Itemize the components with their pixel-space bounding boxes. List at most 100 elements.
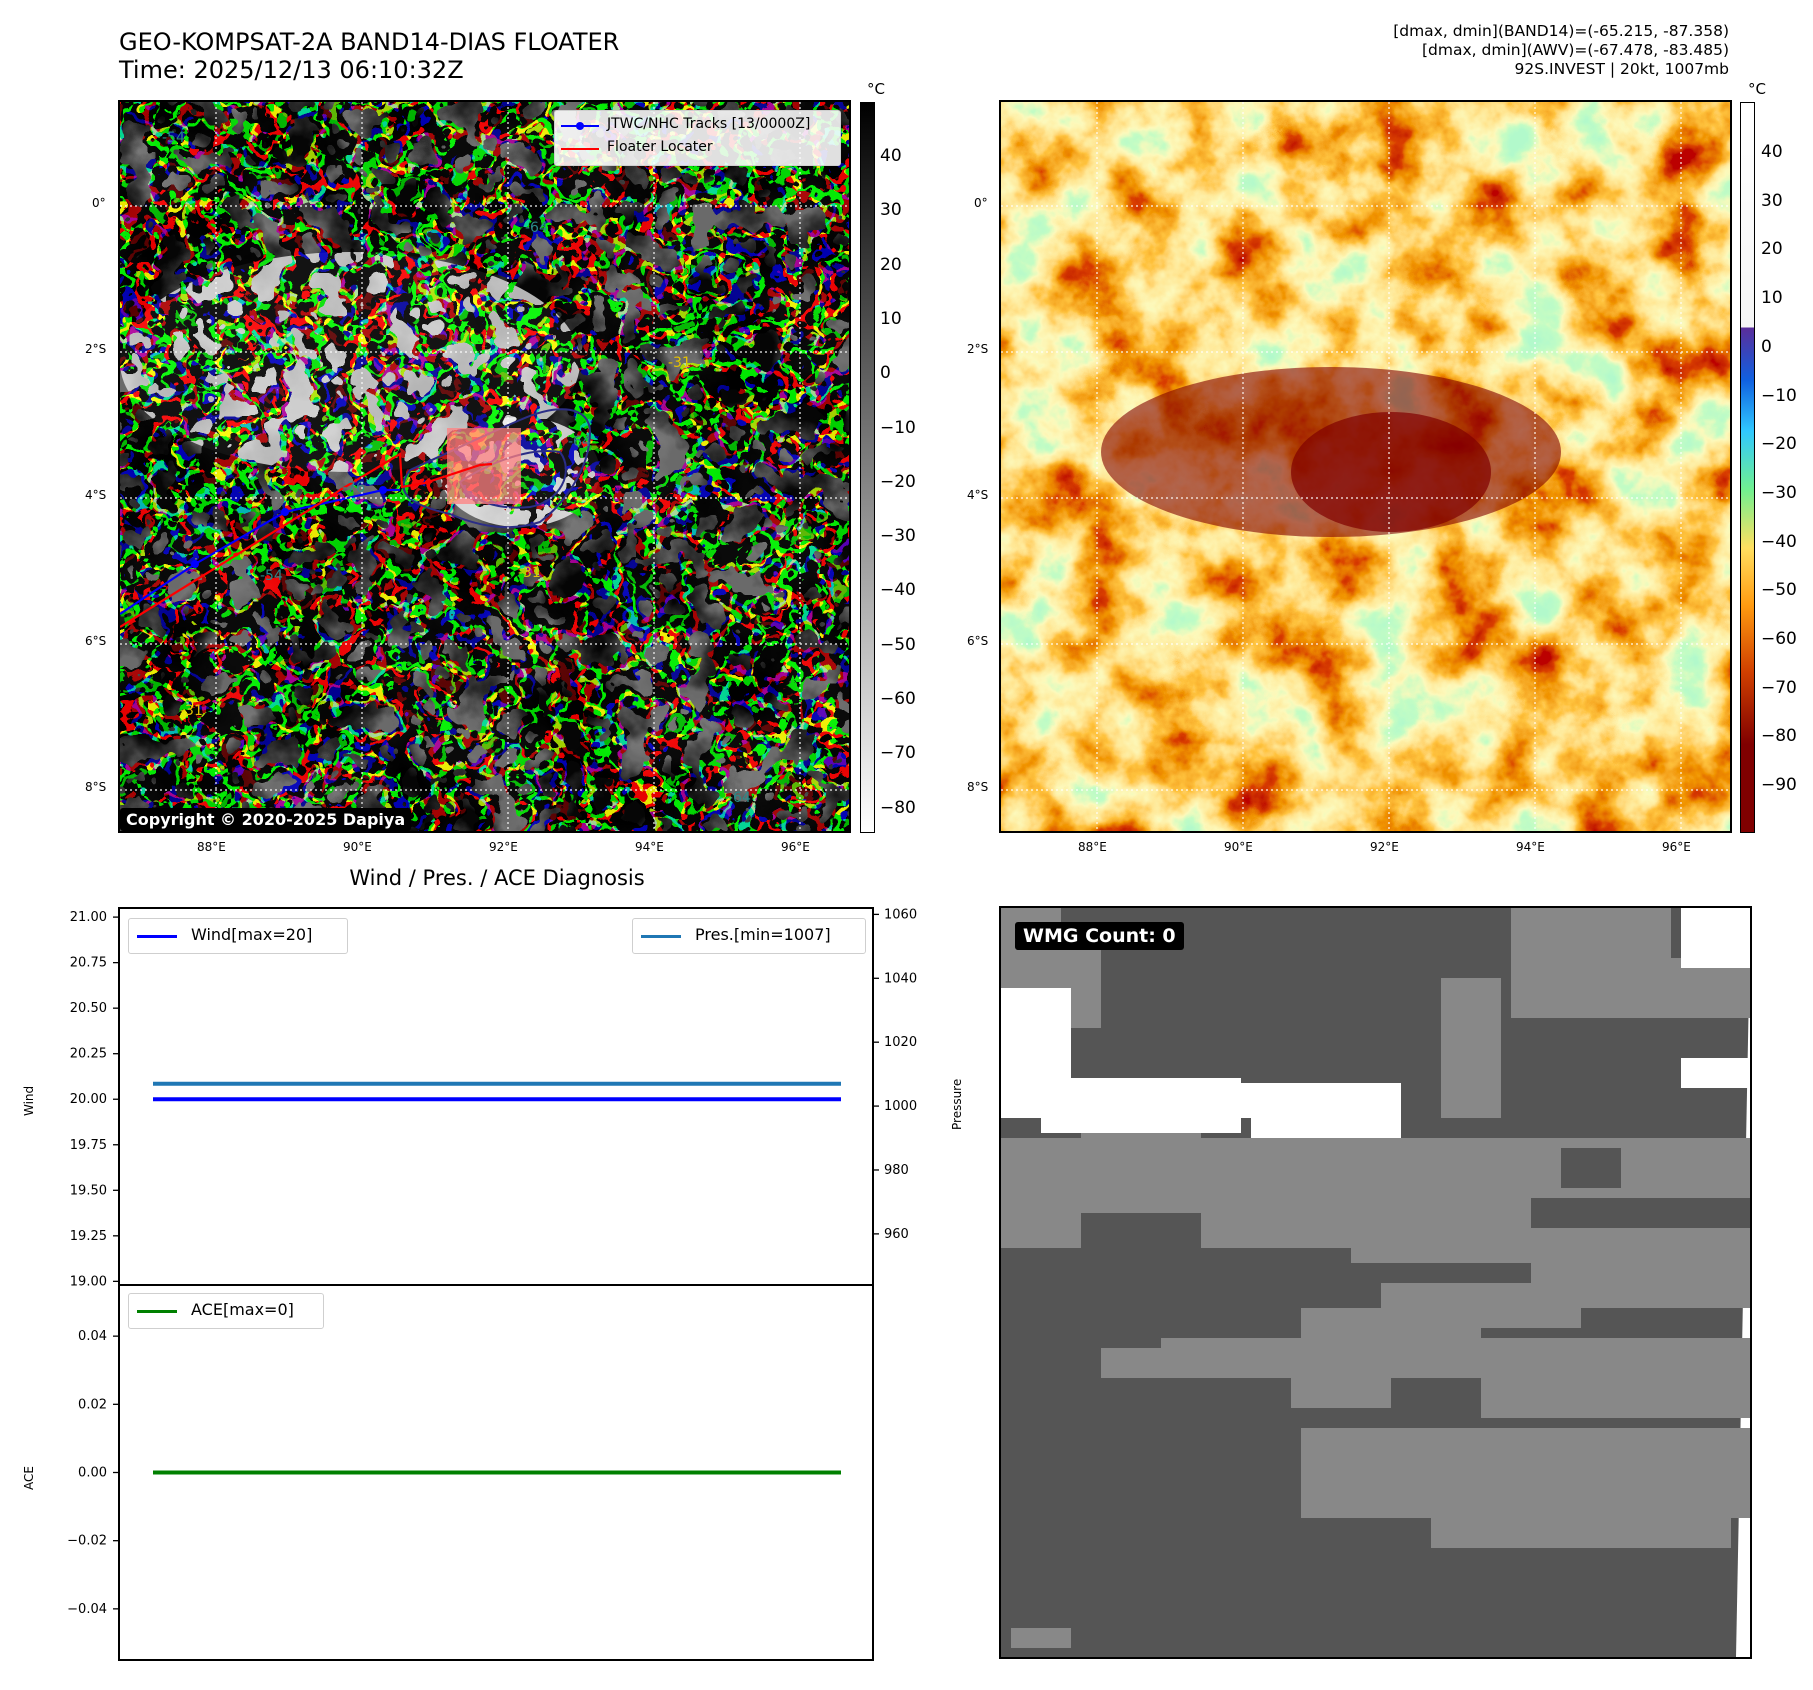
lon-label: 92°E bbox=[489, 840, 518, 854]
colorbar-tick-label: 40 bbox=[880, 146, 902, 166]
wind-axis-label: Wind bbox=[22, 1085, 36, 1116]
lon-label: 96°E bbox=[1662, 840, 1691, 854]
track-point bbox=[379, 486, 387, 494]
wind-tick-label: 19.75 bbox=[70, 1138, 107, 1153]
colorbar-tick-label: −30 bbox=[880, 526, 916, 547]
floater-locater-line bbox=[120, 452, 493, 628]
title-line1: GEO-KOMPSAT-2A BAND14-DIAS FLOATER bbox=[119, 28, 620, 56]
contour-label: -64 bbox=[525, 220, 548, 236]
contour-label: -76 bbox=[342, 480, 365, 496]
wind-tick-label: 19.50 bbox=[70, 1183, 107, 1198]
awv-map-image bbox=[1001, 102, 1730, 831]
pressure-tick-label: 1000 bbox=[884, 1099, 917, 1114]
colorbar-tick-label: 10 bbox=[880, 308, 902, 329]
diagnosis-chart: 21.00 20.75 20.50 20.25 20.00 19.75 19.50 19.25… bbox=[67, 907, 917, 1661]
contour-label: -31 bbox=[518, 565, 541, 581]
pressure-tick-label: 980 bbox=[884, 1163, 909, 1178]
lon-label: 88°E bbox=[197, 840, 226, 854]
wind-tick-label: 20.25 bbox=[70, 1047, 107, 1062]
wind-tick-label: 19.00 bbox=[70, 1274, 107, 1289]
info-line3: 92S.INVEST | 20kt, 1007mb bbox=[1514, 60, 1729, 78]
colorbar-color bbox=[1740, 102, 1755, 833]
pressure-axis-label: Pressure bbox=[950, 1078, 964, 1130]
pressure-legend-swatch bbox=[641, 935, 681, 938]
colorbar-tick-label: −50 bbox=[1761, 580, 1797, 601]
wind-legend: Wind[max=20] bbox=[128, 918, 348, 954]
lon-label: 94°E bbox=[1516, 840, 1545, 854]
map-legend: JTWC/NHC Tracks [13/0000Z] Floater Locat… bbox=[554, 110, 841, 166]
colorbar-tick-label: −70 bbox=[880, 743, 916, 764]
ace-legend: ACE[max=0] bbox=[128, 1293, 324, 1329]
colorbar-tick-label: 40 bbox=[1761, 142, 1783, 162]
colorbar-gray-ticks: 40 30 20 10 0 −10 −20 −30 −40 −50 −60 −70 −80 bbox=[880, 0, 940, 818]
lat-label: 4°S bbox=[85, 488, 107, 502]
pressure-tick-label: 1060 bbox=[884, 907, 917, 922]
colorbar-tick-label: −60 bbox=[1761, 629, 1797, 649]
pressure-tick-label: 960 bbox=[884, 1227, 909, 1242]
wind-tick-label: 20.75 bbox=[70, 956, 107, 971]
colorbar-tick-label: −90 bbox=[1761, 775, 1797, 796]
lat-label: 6°S bbox=[85, 634, 107, 648]
ace-axis-label: ACE bbox=[22, 1466, 36, 1490]
contour-label: -54 bbox=[260, 568, 283, 584]
map-gridlines bbox=[120, 102, 849, 831]
colorbar-gray-unit: °C bbox=[867, 80, 885, 98]
colorbar-color-unit: °C bbox=[1748, 80, 1766, 98]
lon-label: 94°E bbox=[635, 840, 664, 854]
contour-label: -31 bbox=[668, 355, 691, 371]
copyright-badge: Copyright © 2020-2025 Dapiya bbox=[120, 808, 412, 831]
ace-tick-label: 0.02 bbox=[78, 1397, 107, 1412]
ace-tick-label: −0.04 bbox=[67, 1602, 107, 1617]
contour-label: -64 bbox=[728, 790, 751, 806]
colorbar-tick-label: 30 bbox=[1761, 190, 1783, 211]
colorbar-tick-label: −50 bbox=[880, 634, 916, 655]
wind-legend-label: Wind[max=20] bbox=[191, 925, 313, 944]
lat-label: 6°S bbox=[967, 634, 989, 648]
colorbar-color-ticks: 40 30 20 10 0 −10 −20 −30 −40 −50 −60 −70 −80 −90 bbox=[1761, 0, 1813, 795]
awv-map-panel bbox=[999, 100, 1732, 833]
pressure-legend-label: Pres.[min=1007] bbox=[695, 925, 831, 944]
track-point bbox=[191, 560, 199, 568]
colorbar-tick-label: 0 bbox=[880, 363, 891, 384]
lon-label: 90°E bbox=[1224, 840, 1253, 854]
colorbar-tick-label: −10 bbox=[1761, 385, 1797, 406]
colorbar-tick-label: 30 bbox=[880, 200, 902, 221]
colorbar-tick-label: −40 bbox=[880, 580, 916, 601]
colorbar-tick-label: −70 bbox=[1761, 677, 1797, 698]
ir-map-image: -54 -64 -31 -76 -64 -31 -54 -64 -31 bbox=[120, 102, 849, 831]
pressure-tick-label: 1020 bbox=[884, 1035, 917, 1050]
lon-label: 92°E bbox=[1370, 840, 1399, 854]
wmg-image bbox=[1001, 908, 1750, 1657]
ace-tick-label: 0.04 bbox=[78, 1329, 107, 1344]
diagnostic-info: [dmax, dmin](BAND14)=(-65.215, -87.358) … bbox=[1393, 22, 1729, 79]
colorbar-tick-label: 20 bbox=[880, 254, 902, 275]
colorbar-tick-label: −40 bbox=[1761, 531, 1797, 552]
pressure-legend: Pres.[min=1007] bbox=[632, 918, 866, 954]
colorbar-tick-label: −80 bbox=[880, 797, 916, 818]
diagnosis-title: Wind / Pres. / ACE Diagnosis bbox=[349, 866, 645, 890]
lat-label: 8°S bbox=[967, 780, 989, 794]
colorbar-tick-label: −10 bbox=[880, 417, 916, 438]
contour-label: -54 bbox=[162, 130, 185, 146]
lat-label: 0° bbox=[92, 196, 106, 210]
colorbar-tick-label: −80 bbox=[1761, 726, 1797, 747]
awv-map-gridlines bbox=[1001, 102, 1730, 831]
wind-legend-swatch bbox=[137, 935, 177, 938]
legend-floater-label: Floater Locater bbox=[607, 139, 713, 155]
wind-tick-label: 21.00 bbox=[70, 910, 107, 925]
lon-label: 90°E bbox=[343, 840, 372, 854]
lat-label: 2°S bbox=[85, 342, 107, 356]
colorbar-tick-label: −60 bbox=[880, 689, 916, 709]
wind-tick-label: 19.25 bbox=[70, 1229, 107, 1244]
colorbar-tick-label: 0 bbox=[1761, 336, 1772, 357]
info-line2: [dmax, dmin](AWV)=(-67.478, -83.485) bbox=[1422, 41, 1729, 59]
lat-label: 0° bbox=[974, 196, 988, 210]
contour-label: -31 bbox=[180, 703, 203, 719]
lat-label: 8°S bbox=[85, 780, 107, 794]
ace-tick-label: −0.02 bbox=[67, 1534, 107, 1549]
colorbar-tick-label: −20 bbox=[880, 471, 916, 492]
legend-track-label: JTWC/NHC Tracks [13/0000Z] bbox=[607, 116, 811, 132]
colorbar-tick-label: 20 bbox=[1761, 239, 1783, 260]
lon-label: 88°E bbox=[1078, 840, 1107, 854]
track-point bbox=[281, 508, 289, 516]
